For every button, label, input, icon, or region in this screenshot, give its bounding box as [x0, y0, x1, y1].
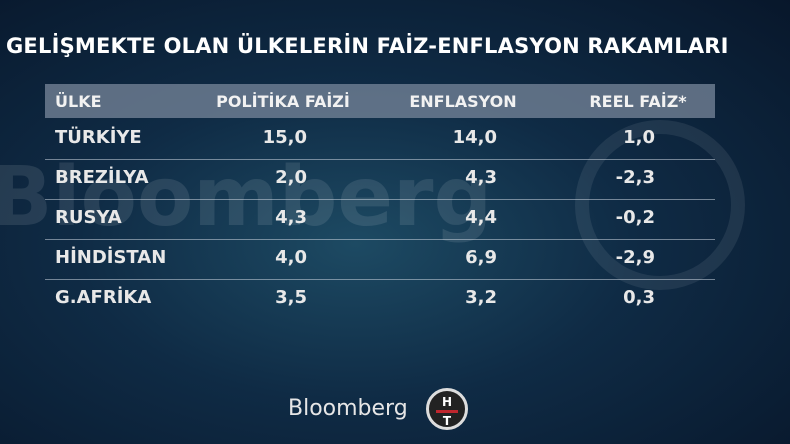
- country: TÜRKİYE: [55, 127, 142, 148]
- country: BREZİLYA: [55, 167, 149, 188]
- table-header: [45, 84, 715, 118]
- value-cell: 3,5: [275, 287, 307, 308]
- value-cell: 6,9: [465, 247, 497, 268]
- value-cell: -2,9: [615, 247, 655, 268]
- row-separator: [45, 159, 715, 160]
- row-separator: [45, 279, 715, 280]
- value-cell: 14,0: [452, 127, 497, 148]
- value-cell: 4,4: [465, 207, 497, 228]
- logo-letter: H: [441, 395, 453, 409]
- logo-letter: T: [442, 414, 452, 428]
- logo-bar: [436, 410, 458, 413]
- value-cell: -0,2: [615, 207, 655, 228]
- brand-watermark: Bloomberg: [0, 150, 493, 245]
- value-cell: 0,3: [623, 287, 655, 308]
- row-separator: [45, 199, 715, 200]
- row-separator: [45, 239, 715, 240]
- value-cell: 4,0: [275, 247, 307, 268]
- country: G.AFRİKA: [55, 287, 152, 308]
- column-header: REEL FAİZ*: [589, 92, 687, 111]
- column-header: POLİTİKA FAİZİ: [216, 92, 350, 111]
- value-cell: -2,3: [615, 167, 655, 188]
- column-header: ÜLKE: [55, 92, 102, 111]
- title: GELİŞMEKTE OLAN ÜLKELERİN FAİZ-ENFLASYON…: [6, 34, 729, 58]
- value-cell: 2,0: [275, 167, 307, 188]
- value-cell: 15,0: [262, 127, 307, 148]
- value-cell: 4,3: [465, 167, 497, 188]
- country: RUSYA: [55, 207, 122, 228]
- country: HİNDİSTAN: [55, 247, 167, 268]
- value-cell: 3,2: [465, 287, 497, 308]
- brand: Bloomberg: [288, 396, 408, 421]
- value-cell: 4,3: [275, 207, 307, 228]
- column-header: ENFLASYON: [409, 92, 517, 111]
- value-cell: 1,0: [623, 127, 655, 148]
